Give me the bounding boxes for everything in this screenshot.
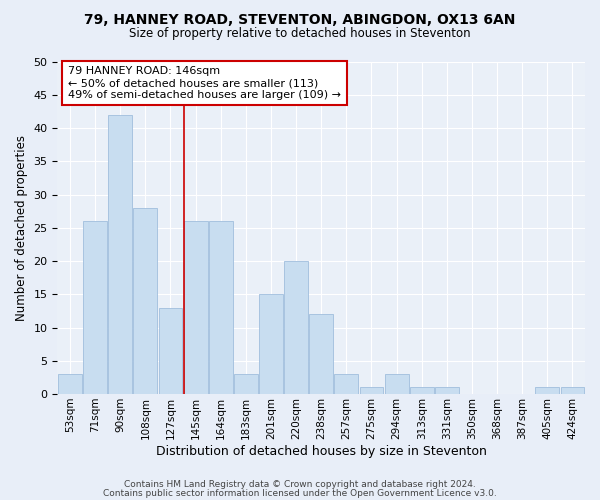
Bar — [133, 208, 157, 394]
Text: Contains HM Land Registry data © Crown copyright and database right 2024.: Contains HM Land Registry data © Crown c… — [124, 480, 476, 489]
Bar — [259, 294, 283, 394]
Bar — [334, 374, 358, 394]
Text: 79 HANNEY ROAD: 146sqm
← 50% of detached houses are smaller (113)
49% of semi-de: 79 HANNEY ROAD: 146sqm ← 50% of detached… — [68, 66, 341, 100]
Text: Contains public sector information licensed under the Open Government Licence v3: Contains public sector information licen… — [103, 488, 497, 498]
Bar — [560, 388, 584, 394]
Bar — [209, 221, 233, 394]
Bar — [158, 308, 182, 394]
Bar — [359, 388, 383, 394]
Bar — [83, 221, 107, 394]
Text: 79, HANNEY ROAD, STEVENTON, ABINGDON, OX13 6AN: 79, HANNEY ROAD, STEVENTON, ABINGDON, OX… — [85, 12, 515, 26]
Bar — [284, 261, 308, 394]
Bar — [435, 388, 459, 394]
Bar — [108, 114, 132, 394]
Y-axis label: Number of detached properties: Number of detached properties — [15, 135, 28, 321]
Text: Size of property relative to detached houses in Steventon: Size of property relative to detached ho… — [129, 28, 471, 40]
Bar — [385, 374, 409, 394]
X-axis label: Distribution of detached houses by size in Steventon: Distribution of detached houses by size … — [156, 444, 487, 458]
Bar — [535, 388, 559, 394]
Bar — [58, 374, 82, 394]
Bar — [184, 221, 208, 394]
Bar — [234, 374, 258, 394]
Bar — [309, 314, 333, 394]
Bar — [410, 388, 434, 394]
